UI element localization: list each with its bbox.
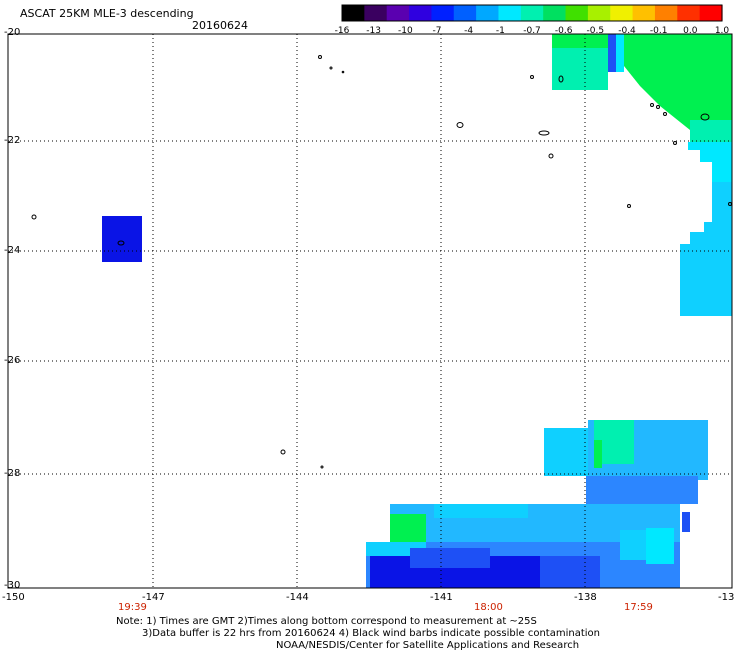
- time-label-1: 19:39: [118, 602, 147, 613]
- y-label-22: -22: [4, 135, 21, 146]
- colorbar-tick-label: -16: [334, 26, 350, 36]
- y-label-30: -30: [4, 580, 21, 591]
- colorbar-swatch: [498, 5, 522, 21]
- colorbar-swatch: [565, 5, 589, 21]
- color-scale-bar: [341, 4, 723, 22]
- colorbar-swatch: [431, 5, 455, 21]
- map-frame: [7, 33, 733, 589]
- colorbar-tick-label: -7: [432, 26, 442, 36]
- data-swaths: [102, 34, 732, 588]
- colorbar-swatch: [699, 5, 723, 21]
- note-line-1: Note: 1) Times are GMT 2)Times along bot…: [116, 616, 537, 627]
- x-label-144: -144: [286, 592, 309, 603]
- swath-bottom: [366, 420, 708, 588]
- colorbar-tick-label: -0.5: [586, 26, 605, 36]
- grid-lines: [8, 34, 732, 588]
- x-label-13: -13: [718, 592, 735, 603]
- colorbar-swatch: [476, 5, 500, 21]
- colorbar-swatch: [453, 5, 477, 21]
- colorbar-tick-label: -0.1: [649, 26, 668, 36]
- colorbar-tick-label: -10: [397, 26, 413, 36]
- colorbar-swatch: [409, 5, 433, 21]
- colorbar-swatch: [654, 5, 678, 21]
- colorbar-tick-label: -4: [464, 26, 474, 36]
- map-date: 20160624: [192, 19, 248, 32]
- colorbar-swatch: [610, 5, 634, 21]
- colorbar-tick-label: 0.0: [683, 26, 698, 36]
- island-outlines: [31, 55, 732, 469]
- colorbar-swatch: [364, 5, 388, 21]
- colorbar-tick-label: 1.0: [714, 26, 730, 36]
- y-label-28: -28: [4, 468, 21, 479]
- colorbar-tick-label: -0.7: [523, 26, 541, 36]
- colorbar-swatch: [520, 5, 544, 21]
- colorbar-swatch: [587, 5, 611, 21]
- time-label-2: 18:00: [474, 602, 503, 613]
- y-label-24: -24: [4, 245, 21, 256]
- colorbar-swatch: [632, 5, 656, 21]
- note-line-3: NOAA/NESDIS/Center for Satellite Applica…: [276, 640, 580, 651]
- colorbar-swatch: [386, 5, 410, 21]
- x-label-138: -138: [574, 592, 597, 603]
- note-line-2: 3)Data buffer is 22 hrs from 20160624 4)…: [142, 628, 600, 639]
- colorbar-frame: [341, 4, 723, 22]
- swath-top-right: [552, 34, 732, 316]
- x-label-141: -141: [430, 592, 453, 603]
- swath-isolated: [102, 216, 142, 262]
- colorbar-tick-label: -0.4: [618, 26, 636, 36]
- map-title: ASCAT 25KM MLE-3 descending: [20, 7, 194, 20]
- x-label-150: -150: [2, 592, 25, 603]
- colorbar-tick-label: -0.6: [554, 26, 573, 36]
- colorbar-tick-label: -1: [495, 26, 505, 36]
- x-label-147: -147: [142, 592, 165, 603]
- y-label-20: -20: [4, 27, 21, 38]
- time-label-3: 17:59: [624, 602, 653, 613]
- colorbar-tick-label: -13: [366, 26, 381, 36]
- colorbar-swatch: [543, 5, 567, 21]
- y-label-26: -26: [4, 355, 21, 366]
- colorbar-swatch: [342, 5, 365, 21]
- colorbar-swatch: [677, 5, 701, 21]
